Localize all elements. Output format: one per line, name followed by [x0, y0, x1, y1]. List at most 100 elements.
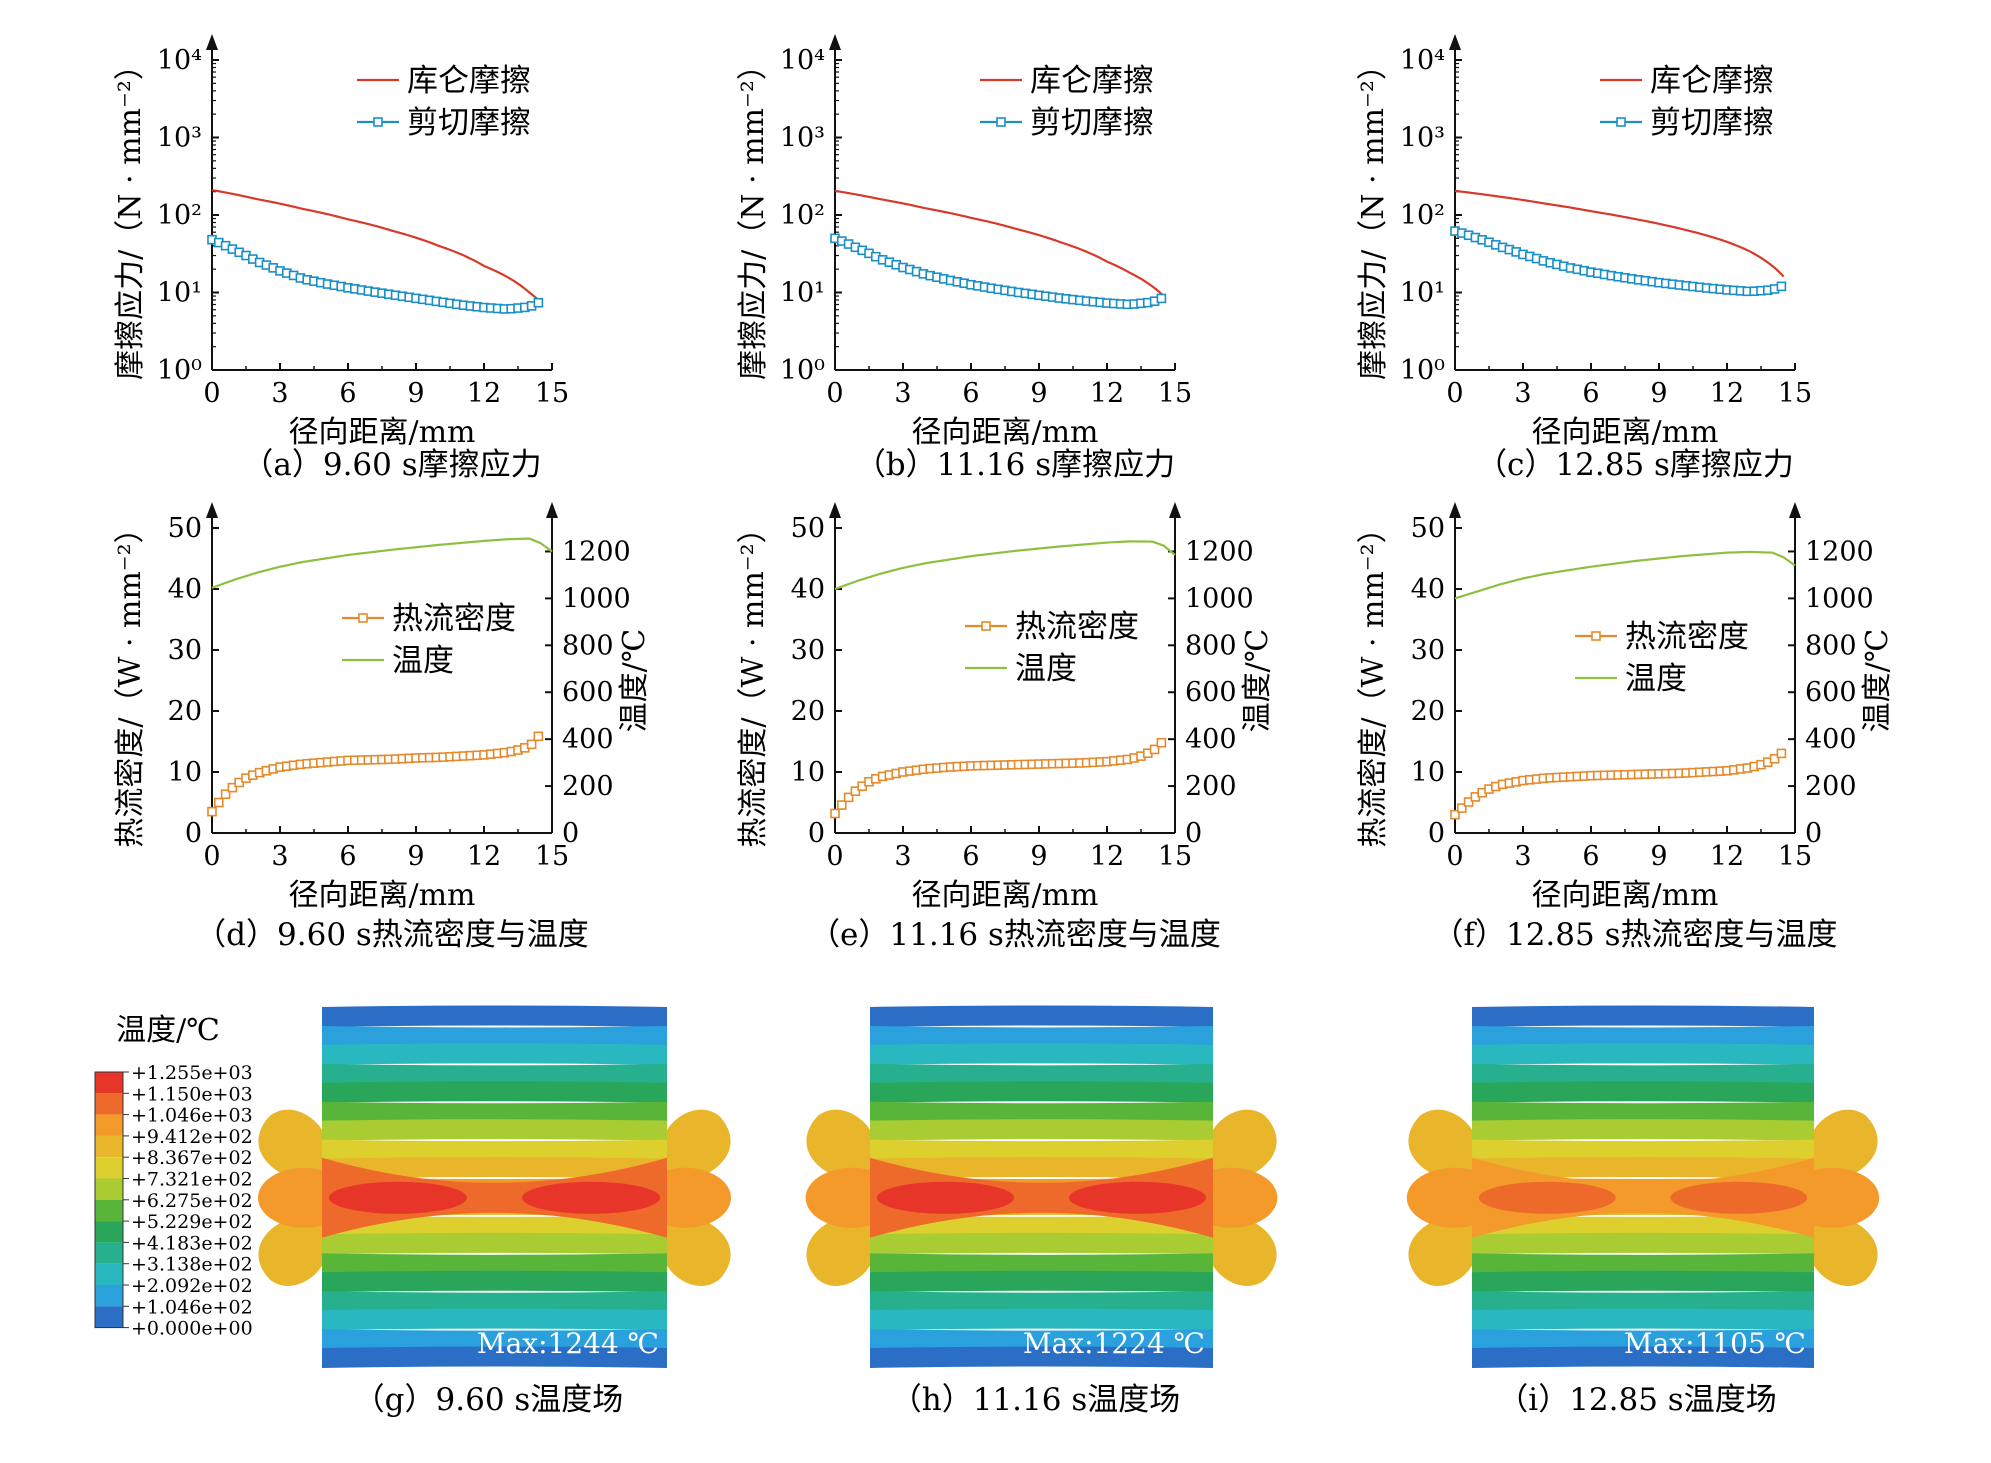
colorbar-label: +2.092e+02 — [131, 1275, 253, 1297]
y2-tick-label: 800 — [562, 630, 614, 661]
field-band — [870, 1063, 1213, 1086]
y2-tick-label: 1200 — [562, 536, 631, 567]
series-1 — [1450, 748, 1787, 820]
field-band — [322, 1215, 667, 1237]
series-1 — [1454, 189, 1785, 278]
y-tick-label: 10² — [157, 200, 202, 231]
y2-tick-label: 200 — [562, 771, 614, 802]
series-marker — [533, 731, 544, 742]
y-tick-label: 20 — [168, 696, 202, 727]
x-tick-label: 0 — [203, 378, 220, 409]
y-tick-label: 10⁴ — [1400, 45, 1445, 76]
x-tick-label: 6 — [962, 841, 979, 872]
y2-tick-label: 400 — [1185, 724, 1237, 755]
colorbar-segment — [95, 1135, 123, 1158]
y-tick-label: 0 — [808, 818, 825, 849]
x-tick-label: 12 — [1090, 378, 1124, 409]
y2-tick-label: 200 — [1185, 771, 1237, 802]
panel-caption: （a）9.60 s摩擦应力 — [242, 447, 541, 483]
y2-tick-label: 400 — [1805, 724, 1857, 755]
legend-label: 剪切摩擦 — [1650, 105, 1774, 141]
x-tick-label: 6 — [339, 378, 356, 409]
y2-tick-label: 600 — [1185, 677, 1237, 708]
series-line — [1454, 550, 1796, 600]
series-line — [834, 540, 1176, 591]
legend-marker — [1616, 117, 1626, 127]
colorbar-segment — [95, 1199, 123, 1222]
field-band — [870, 1308, 1213, 1331]
field-band — [322, 1063, 667, 1086]
colorbar-segment — [95, 1093, 123, 1115]
series-marker — [1776, 281, 1787, 292]
field-band — [870, 1270, 1213, 1293]
x-axis-label: 径向距离/mm — [911, 878, 1098, 913]
series-marker — [533, 297, 544, 308]
y2-tick-label: 800 — [1185, 630, 1237, 661]
y-tick-label: 40 — [1411, 574, 1445, 605]
field-band — [322, 1308, 667, 1331]
y-axis-label: 摩擦应力/（N · mm⁻²） — [1356, 50, 1391, 380]
series-marker — [836, 800, 847, 810]
temperature-field-h: Max:1224 ℃ （h）11.16 s温度场 — [805, 1005, 1278, 1418]
y-axis-label: 摩擦应力/（N · mm⁻²） — [736, 50, 771, 380]
x-tick-label: 15 — [1158, 378, 1192, 409]
y-tick-label: 10³ — [1400, 123, 1445, 154]
legend-label: 库仑摩擦 — [1030, 63, 1154, 99]
y2-axis-arrow — [1169, 502, 1181, 518]
y-tick-label: 10 — [1411, 757, 1445, 788]
y2-tick-label: 600 — [562, 677, 614, 708]
field-band — [322, 1291, 667, 1313]
legend-label: 库仑摩擦 — [407, 63, 531, 99]
colorbar-label: +0.000e+00 — [131, 1318, 253, 1340]
series-2 — [1450, 226, 1787, 297]
series-line — [834, 237, 1165, 306]
series-1 — [207, 731, 544, 817]
legend-marker — [1591, 631, 1601, 641]
x-tick-label: 6 — [1582, 841, 1599, 872]
flash-lobe-upper — [806, 1109, 870, 1186]
panel-caption: （d）9.60 s热流密度与温度 — [195, 917, 589, 953]
y-tick-label: 10⁴ — [157, 45, 202, 76]
y-tick-label: 10³ — [157, 123, 202, 154]
legend-label: 温度 — [1015, 651, 1077, 687]
field-band — [870, 1081, 1213, 1103]
legend-marker — [358, 613, 368, 623]
y2-tick-label: 1000 — [562, 583, 631, 614]
x-axis-label: 径向距离/mm — [1531, 878, 1718, 913]
hot-zone-outer — [870, 1157, 1213, 1238]
series-2 — [834, 540, 1176, 591]
series-marker — [1156, 737, 1167, 748]
colorbar: 温度/℃ +1.255e+03+1.150e+03+1.046e+03+9.412… — [94, 1013, 253, 1340]
x-tick-label: 3 — [271, 378, 288, 409]
field-band — [322, 1232, 667, 1255]
colorbar-label: +1.046e+02 — [131, 1296, 253, 1318]
colorbar-label: +1.046e+03 — [131, 1105, 253, 1127]
colorbar-segment — [95, 1114, 123, 1136]
temperature-field-g: Max:1244 ℃ （g）9.60 s温度场 — [258, 1005, 731, 1418]
x-tick-label: 15 — [535, 841, 569, 872]
flash-lobe-lower — [1408, 1209, 1472, 1286]
field-band — [870, 1119, 1213, 1141]
y-tick-label: 10⁴ — [780, 45, 825, 76]
field-band — [1472, 1270, 1814, 1293]
panel-caption: （h）11.16 s温度场 — [891, 1382, 1180, 1418]
field-band — [1472, 1043, 1814, 1065]
hot-zone-right — [1068, 1181, 1207, 1214]
y-axis-arrow — [829, 34, 841, 50]
field-band — [322, 1157, 667, 1179]
y-axis-arrow — [206, 34, 218, 50]
y-tick-label: 10 — [791, 757, 825, 788]
x-tick-label: 6 — [962, 378, 979, 409]
x-tick-label: 9 — [407, 378, 424, 409]
x-tick-label: 15 — [1158, 841, 1192, 872]
y-tick-label: 30 — [168, 635, 202, 666]
x-tick-label: 0 — [1446, 378, 1463, 409]
series-2 — [830, 233, 1167, 310]
series-marker — [1463, 797, 1474, 807]
y-tick-label: 50 — [168, 513, 202, 544]
x-tick-label: 3 — [894, 841, 911, 872]
y2-axis-label: 温度/℃ — [1240, 629, 1275, 733]
